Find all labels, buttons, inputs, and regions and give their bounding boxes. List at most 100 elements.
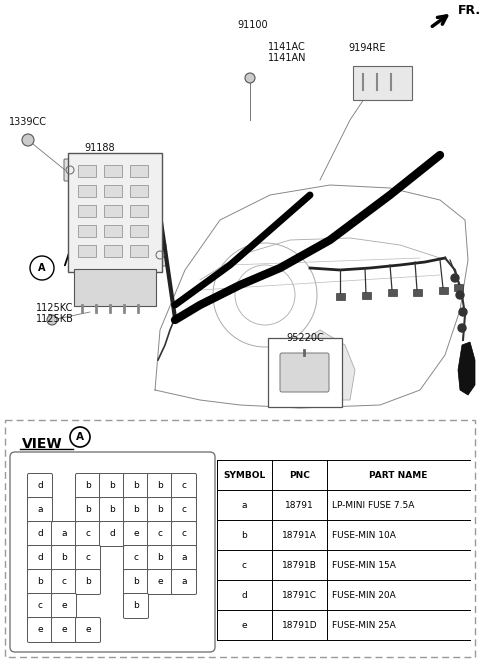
- Text: FUSE-MIN 15A: FUSE-MIN 15A: [332, 561, 396, 569]
- Bar: [104, 225, 122, 237]
- FancyBboxPatch shape: [123, 545, 148, 571]
- FancyBboxPatch shape: [171, 473, 196, 498]
- Text: c: c: [181, 506, 187, 514]
- Text: SYMBOL: SYMBOL: [223, 471, 265, 479]
- Text: 18791B: 18791B: [282, 561, 317, 569]
- Text: b: b: [241, 530, 247, 540]
- Text: d: d: [37, 481, 43, 491]
- Text: e: e: [133, 530, 139, 538]
- FancyBboxPatch shape: [147, 498, 172, 522]
- FancyBboxPatch shape: [123, 522, 148, 547]
- Text: c: c: [85, 530, 91, 538]
- FancyBboxPatch shape: [75, 522, 100, 547]
- Text: FUSE-MIN 20A: FUSE-MIN 20A: [332, 591, 396, 600]
- Bar: [104, 185, 122, 197]
- FancyBboxPatch shape: [353, 66, 412, 100]
- Text: c: c: [85, 553, 91, 563]
- FancyBboxPatch shape: [74, 269, 156, 306]
- Text: 95220C: 95220C: [286, 333, 324, 343]
- Text: c: c: [61, 577, 67, 587]
- Text: a: a: [181, 553, 187, 563]
- Text: 1141AN: 1141AN: [268, 53, 307, 63]
- Text: b: b: [157, 506, 163, 514]
- FancyBboxPatch shape: [75, 545, 100, 571]
- FancyBboxPatch shape: [154, 244, 166, 266]
- Text: e: e: [85, 626, 91, 634]
- FancyBboxPatch shape: [75, 618, 100, 643]
- FancyBboxPatch shape: [280, 353, 329, 392]
- FancyBboxPatch shape: [27, 594, 52, 618]
- FancyBboxPatch shape: [75, 569, 100, 594]
- Text: 18791D: 18791D: [282, 620, 317, 630]
- Text: A: A: [76, 432, 84, 442]
- Polygon shape: [458, 342, 475, 395]
- Bar: [413, 289, 422, 296]
- FancyBboxPatch shape: [27, 569, 52, 594]
- Text: b: b: [133, 577, 139, 587]
- Text: b: b: [157, 553, 163, 563]
- Bar: [130, 165, 148, 177]
- Text: FR.: FR.: [458, 3, 480, 17]
- Text: b: b: [133, 506, 139, 514]
- Bar: [130, 245, 148, 257]
- Text: 1339CC: 1339CC: [9, 117, 47, 127]
- FancyBboxPatch shape: [171, 569, 196, 594]
- Text: 18791A: 18791A: [282, 530, 317, 540]
- Bar: [130, 185, 148, 197]
- Text: e: e: [37, 626, 43, 634]
- FancyBboxPatch shape: [10, 452, 215, 652]
- Text: FUSE-MIN 10A: FUSE-MIN 10A: [332, 530, 396, 540]
- FancyBboxPatch shape: [51, 522, 76, 547]
- Bar: [104, 165, 122, 177]
- Circle shape: [47, 315, 57, 325]
- Text: 91188: 91188: [84, 143, 115, 153]
- Text: 9194RE: 9194RE: [348, 43, 385, 53]
- FancyBboxPatch shape: [147, 569, 172, 594]
- Text: b: b: [61, 553, 67, 563]
- FancyBboxPatch shape: [27, 522, 52, 547]
- Text: d: d: [109, 530, 115, 538]
- FancyBboxPatch shape: [171, 522, 196, 547]
- FancyBboxPatch shape: [123, 569, 148, 594]
- FancyBboxPatch shape: [68, 153, 162, 272]
- Bar: [130, 225, 148, 237]
- FancyBboxPatch shape: [147, 545, 172, 571]
- Text: d: d: [241, 591, 247, 600]
- FancyBboxPatch shape: [123, 498, 148, 522]
- Text: d: d: [37, 530, 43, 538]
- Bar: [454, 284, 463, 291]
- FancyBboxPatch shape: [147, 522, 172, 547]
- FancyBboxPatch shape: [51, 618, 76, 643]
- Text: a: a: [181, 577, 187, 587]
- FancyBboxPatch shape: [51, 545, 76, 571]
- Bar: [78, 245, 96, 257]
- Text: 18791C: 18791C: [282, 591, 317, 600]
- Text: PART NAME: PART NAME: [369, 471, 428, 479]
- Bar: [336, 293, 345, 300]
- FancyBboxPatch shape: [99, 473, 124, 498]
- FancyBboxPatch shape: [27, 498, 52, 522]
- FancyBboxPatch shape: [27, 545, 52, 571]
- Text: c: c: [133, 553, 139, 563]
- FancyBboxPatch shape: [268, 338, 342, 407]
- Text: b: b: [133, 602, 139, 610]
- FancyBboxPatch shape: [99, 522, 124, 547]
- Polygon shape: [285, 330, 355, 400]
- FancyBboxPatch shape: [123, 473, 148, 498]
- Text: e: e: [61, 602, 67, 610]
- Text: 1125KC: 1125KC: [36, 303, 74, 313]
- Bar: [104, 245, 122, 257]
- Text: A: A: [38, 263, 46, 273]
- Circle shape: [456, 291, 464, 299]
- Text: c: c: [181, 530, 187, 538]
- Bar: [104, 205, 122, 217]
- FancyBboxPatch shape: [5, 420, 475, 657]
- Text: LP-MINI FUSE 7.5A: LP-MINI FUSE 7.5A: [332, 500, 414, 510]
- Text: c: c: [37, 602, 43, 610]
- Text: e: e: [61, 626, 67, 634]
- FancyBboxPatch shape: [75, 473, 100, 498]
- FancyBboxPatch shape: [51, 594, 76, 618]
- Text: c: c: [242, 561, 247, 569]
- Text: c: c: [157, 530, 163, 538]
- FancyBboxPatch shape: [75, 498, 100, 522]
